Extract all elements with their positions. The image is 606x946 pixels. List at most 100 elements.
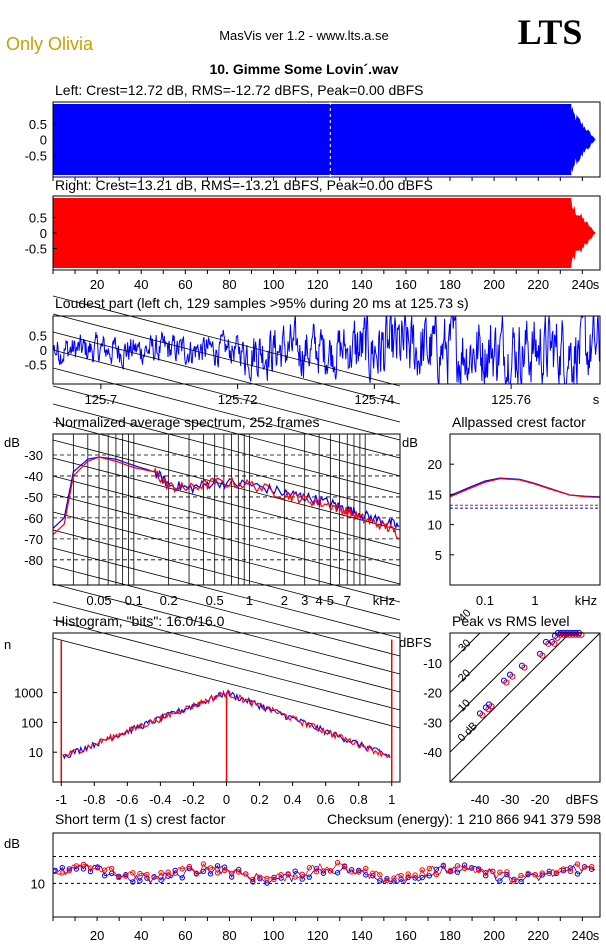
spectrum-xtick: 4 xyxy=(316,593,323,608)
spectrum-ytick: -40 xyxy=(24,469,43,484)
shortcrest-xunit: s xyxy=(593,928,600,943)
peakrms-ylabel: dBFS xyxy=(399,635,432,650)
allpass-ytick: 20 xyxy=(428,457,442,472)
shortcrest-point-red xyxy=(306,865,312,871)
spectrum-slope-line xyxy=(52,583,401,675)
spectrum-slope-line xyxy=(52,421,401,513)
peakrms-crest-label: 0 dB xyxy=(456,720,480,744)
peakrms-point-right xyxy=(545,640,552,647)
shortcrest-point-red xyxy=(377,872,383,878)
right-waveform-group xyxy=(53,198,596,268)
shortcrest-point-red xyxy=(158,869,164,876)
peakrms-xtick: dBFS xyxy=(566,792,599,807)
shortcrest-point-red xyxy=(313,869,320,875)
shortcrest-xtick: 40 xyxy=(134,928,148,943)
spectrum-ytick: -70 xyxy=(24,532,43,547)
shortcrest-point-blue xyxy=(412,875,418,881)
peakrms-xtick: -40 xyxy=(471,792,490,807)
right-waveform-body xyxy=(53,198,572,268)
shortcrest-point-red xyxy=(588,863,595,870)
shortcrest-point-red xyxy=(518,872,524,879)
shortcrest-point-red xyxy=(108,866,115,872)
shortcrest-point-red xyxy=(73,863,80,869)
shortcrest-point-red xyxy=(363,865,369,872)
peakrms-crest-line xyxy=(449,632,541,723)
histogram-xtick: 1 xyxy=(388,792,395,807)
shortcrest-point-blue xyxy=(574,871,581,877)
shortcrest-point-red xyxy=(271,876,277,883)
spectrum-xtick: 3 xyxy=(301,593,308,608)
shortcrest-point-red xyxy=(525,870,531,877)
allpass-ylabel: dB xyxy=(402,435,418,450)
spectrum-ylabel: dB xyxy=(4,435,20,450)
right-waveform-xunit: s xyxy=(593,277,600,292)
shortcrest-point-red xyxy=(221,867,228,873)
spectrum-slope-line xyxy=(52,313,401,405)
peakrms-xtick: -20 xyxy=(531,792,550,807)
shortcrest-point-red xyxy=(144,871,150,878)
lts-logo: LTS xyxy=(518,12,583,52)
shortcrest-ylabel: dB xyxy=(4,836,20,851)
left-waveform-group xyxy=(53,104,596,175)
shortcrest-xtick: 180 xyxy=(439,928,461,943)
histogram-ytick: 1000 xyxy=(14,686,43,701)
spectrum-slope-line xyxy=(52,457,401,549)
left-waveform-tail xyxy=(569,104,596,175)
shortcrest-point-blue xyxy=(228,874,235,880)
shortcrest-point-red xyxy=(553,870,560,876)
left-waveform-body xyxy=(53,104,572,175)
spectrum-xtick: 0.1 xyxy=(125,593,143,608)
right-waveform-xtick: 60 xyxy=(178,277,192,292)
shortcrest-xtick: 80 xyxy=(222,928,236,943)
spectrum-xtick: 0.2 xyxy=(160,593,178,608)
shortcrest-point-blue xyxy=(200,868,207,875)
right-waveform-xtick: 180 xyxy=(439,277,461,292)
peakrms-point-right xyxy=(479,712,486,719)
histogram-xtick: -0.2 xyxy=(182,792,204,807)
spectrum-slope-line xyxy=(52,637,401,729)
shortcrest-xtick: 120 xyxy=(307,928,329,943)
shortcrest-point-red xyxy=(461,865,468,872)
shortcrest-point-blue xyxy=(130,879,136,885)
shortcrest-point-blue xyxy=(377,878,383,884)
app-title: MasVis ver 1.2 - www.lts.a.se xyxy=(219,28,389,43)
spectrum-ytick: -50 xyxy=(24,490,43,505)
shortcrest-point-red xyxy=(151,874,157,880)
spectrum-slope-line xyxy=(52,619,401,711)
shortcrest-point-blue xyxy=(454,869,461,875)
album-label: Only Olivia xyxy=(6,34,94,54)
shortcrest-point-red xyxy=(59,870,65,876)
shortcrest-point-blue xyxy=(101,872,108,879)
right-waveform-xtick: 20 xyxy=(90,277,104,292)
peakrms-point-right xyxy=(509,673,516,680)
shortcrest-point-red xyxy=(532,872,538,878)
peakrms-point-right xyxy=(488,703,495,710)
shortcrest-xtick: 160 xyxy=(395,928,417,943)
peakrms-xtick: -30 xyxy=(501,792,520,807)
shortcrest-xtick: 140 xyxy=(351,928,373,943)
shortcrest-point-blue xyxy=(461,862,468,868)
shortcrest-point-blue xyxy=(426,873,432,879)
peakrms-point-right xyxy=(539,652,546,659)
shortcrest-point-blue xyxy=(419,874,425,881)
spectrum-slope-line xyxy=(52,547,401,639)
shortcrest-point-red xyxy=(574,861,581,867)
histogram-xtick: -0.6 xyxy=(116,792,138,807)
shortcrest-point-red xyxy=(370,870,376,876)
left-title: Left: Crest=12.72 dB, RMS=-12.72 dBFS, P… xyxy=(55,82,423,98)
peakrms-point-right xyxy=(551,640,558,647)
peakrms-point-right xyxy=(521,664,528,671)
histogram-xtick: 0.6 xyxy=(317,792,335,807)
spectrum-title: Normalized average spectrum, 252 frames xyxy=(55,414,320,430)
shortcrest-point-red xyxy=(348,869,355,875)
spectrum-slope-line xyxy=(52,403,401,495)
loudest-ytick: 0.5 xyxy=(29,329,47,344)
track-title: 10. Gimme Some Lovin´.wav xyxy=(209,61,398,77)
shortcrest-point-red xyxy=(257,874,263,880)
shortcrest-point-red xyxy=(440,862,447,869)
peakrms-ytick: -20 xyxy=(423,686,442,701)
shortcrest-title: Short term (1 s) crest factor xyxy=(55,811,226,827)
shortcrest-point-red xyxy=(228,870,235,876)
spectrum-frame xyxy=(52,433,401,586)
shortcrest-point-blue xyxy=(483,873,489,879)
